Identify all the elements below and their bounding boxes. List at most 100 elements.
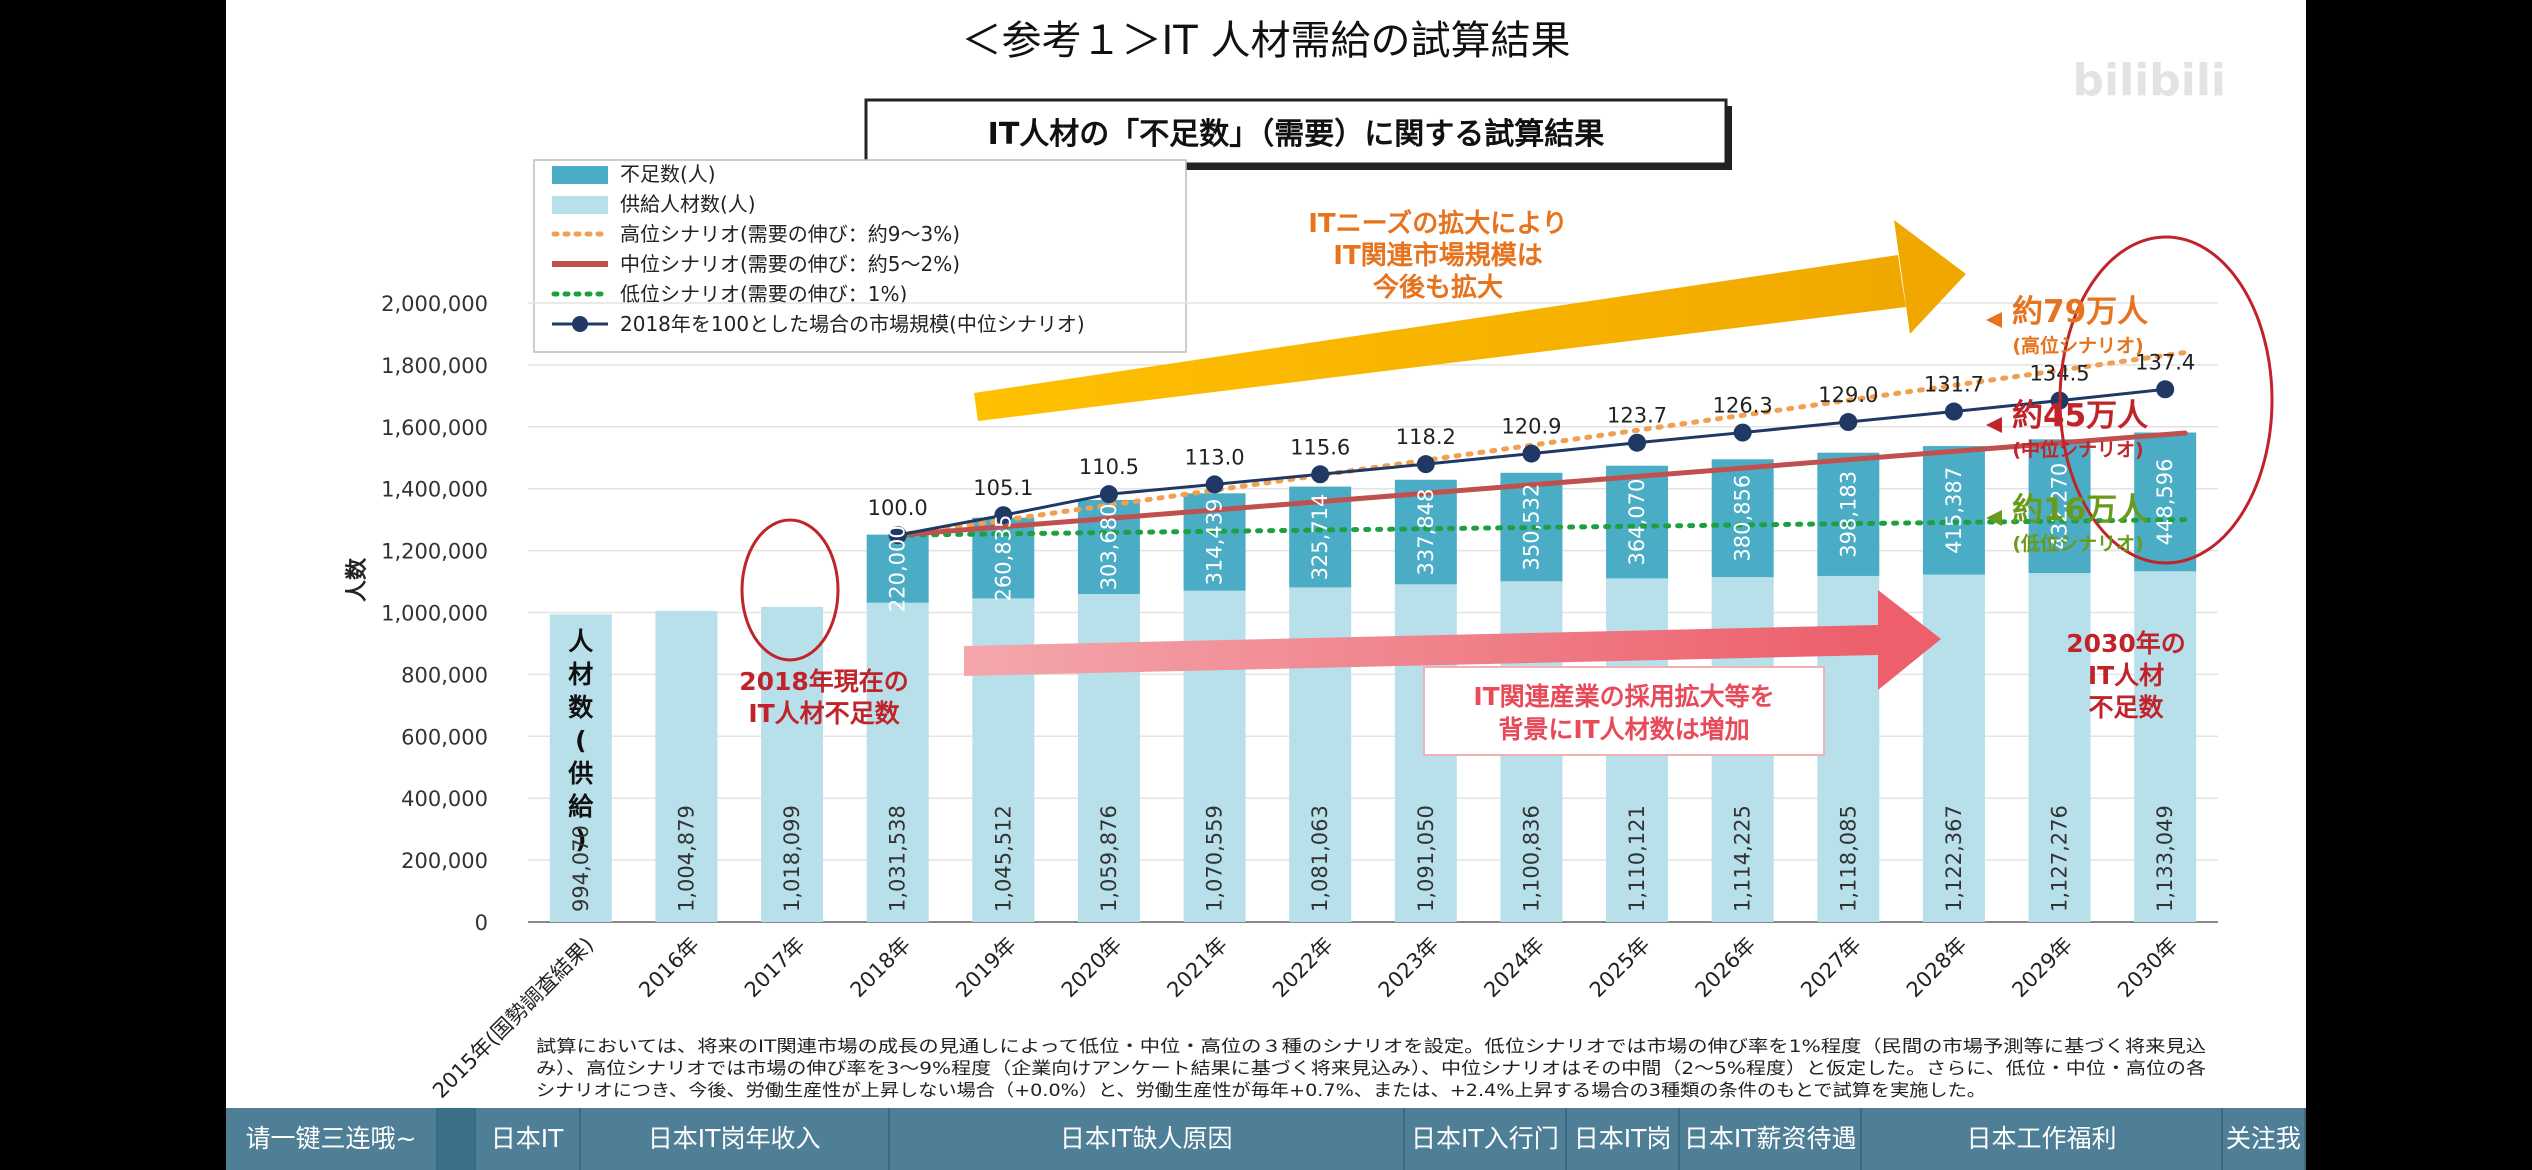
low-value: 約16万人 (2012, 492, 2148, 528)
shortage-bar (2028, 439, 2091, 574)
supply-value-label: 1,091,050 (1414, 805, 1438, 912)
supply-vertical-char: ) (575, 825, 586, 854)
footnote-line-1: 試算においては、将来のIT関連市場の成長の見通しによって低位・中位・高位の３種の… (536, 1037, 2206, 1057)
market-index-label: 105.1 (973, 476, 1033, 500)
shortage-bar (2134, 432, 2197, 572)
hiring-annotation: IT関連産業の採用拡大等を 背景にIT人材数は増加 (1423, 666, 1825, 756)
current-2018-line-1: 2018年現在の (739, 667, 909, 696)
x-tick-label: 2021年 (1162, 933, 1232, 1003)
low-pointer-icon (1986, 510, 2002, 526)
supply-vertical-char: ( (575, 726, 586, 755)
market-index-label: 129.0 (1818, 383, 1878, 407)
market-index-point (1416, 455, 1435, 474)
x-tick-label: 2028年 (1902, 933, 1972, 1003)
x-tick-label: 2020年 (1057, 933, 1127, 1003)
page-title: ＜参考１＞IT 人材需給の試算結果 (962, 18, 1571, 64)
supply-bar (2028, 573, 2091, 922)
bottom-tab[interactable]: 日本IT岗 (1567, 1108, 1681, 1170)
supply-value-label: 1,081,063 (1308, 805, 1332, 912)
legend-label: 供給人材数(人) (620, 192, 756, 216)
market-index-point (1733, 423, 1752, 442)
hiring-line-1: IT関連産業の採用拡大等を (1473, 682, 1774, 711)
bottom-tab[interactable]: 关注我 (2223, 1108, 2306, 1170)
y-tick-labels: 0 200,000 400,000 600,000 800,000 1,000,000 1,… (381, 292, 488, 935)
supply-bar (866, 602, 929, 922)
market-index-label: 137.4 (2135, 350, 2195, 374)
legend-swatch (552, 166, 608, 184)
needs-arrow (974, 220, 1966, 421)
shortage-value-label: 364,070 (1625, 479, 1649, 566)
market-index-label: 131.7 (1924, 373, 1984, 397)
bottom-tab[interactable]: 日本IT薪资待遇 (1680, 1108, 1863, 1170)
legend-marker (572, 316, 588, 332)
market-index-label: 126.3 (1713, 394, 1773, 418)
y-tick-label: 1,400,000 (381, 478, 488, 502)
market-index-point (1205, 475, 1224, 494)
supply-vertical-char: 数 (568, 693, 594, 722)
bottom-tab[interactable]: 日本IT (476, 1108, 581, 1170)
bottom-tab[interactable]: 日本IT入行门 (1405, 1108, 1568, 1170)
market-index-label: 120.9 (1501, 415, 1561, 439)
x-tick-label: 2027年 (1796, 933, 1866, 1003)
y-tick-label: 1,800,000 (381, 354, 488, 378)
y-tick-label: 800,000 (401, 663, 488, 687)
needs-line-3: 今後も拡大 (1373, 272, 1503, 303)
supply-value-label: 994,070 (569, 825, 593, 912)
shortage-value-label: 303,680 (1097, 504, 1121, 591)
box-title: IT人材の「不足数」（需要）に関する試算結果 (988, 117, 1605, 152)
bottom-tab[interactable]: 请一键三连哦~ (226, 1108, 438, 1170)
bottom-tab[interactable] (437, 1108, 476, 1170)
shortage-value-label: 260,835 (991, 515, 1015, 602)
market-index-label: 110.5 (1079, 455, 1139, 479)
y-tick-label: 1,600,000 (381, 416, 488, 440)
supply-vertical-char: 人 (568, 627, 593, 656)
market-index-label: 118.2 (1396, 425, 1456, 449)
market-index-label: 115.6 (1290, 435, 1350, 459)
shortage-value-label: 325,714 (1308, 494, 1332, 581)
shortage-bar (1922, 446, 1985, 575)
shortage-2030-line-3: 不足数 (2088, 693, 2164, 722)
market-index-point (1839, 413, 1858, 432)
supply-value-label: 1,133,049 (2153, 805, 2177, 912)
mid-scenario-line (895, 430, 2188, 538)
shortage-2030-circle (2058, 235, 2274, 565)
bottom-tab[interactable]: 日本IT岗年收入 (581, 1108, 890, 1170)
current-2018-circle (740, 518, 840, 662)
y-tick-label: 600,000 (401, 725, 488, 749)
x-tick-label: 2030年 (2113, 933, 2183, 1003)
low-scenario-line (895, 517, 2188, 538)
watermark: bilibili (2073, 55, 2226, 106)
chart: ＜参考１＞IT 人材需給の試算結果 bilibili IT人材の「不足数」（需要… (344, 18, 2274, 1103)
supply-bar (655, 610, 718, 922)
market-index-label: 100.0 (868, 496, 928, 520)
shortage-value-label: 337,848 (1414, 489, 1438, 576)
supply-vertical-label: 人材数 (供給) (567, 627, 594, 854)
needs-line-1: ITニーズの拡大により (1308, 208, 1568, 239)
supply-value-label: 1,059,876 (1097, 805, 1121, 912)
y-tick-label: 1,200,000 (381, 540, 488, 564)
bottom-tab-bar: 请一键三连哦~ 日本IT 日本IT岗年收入 日本IT缺人原因 日本IT入行门 日本IT岗日… (226, 1108, 2306, 1170)
x-tick-label: 2029年 (2007, 933, 2077, 1003)
high-scenario-line (895, 350, 2188, 538)
bar-value-labels: 994,070 1,004,879 1,018,099 1,031,538 1,045,… (569, 458, 2177, 912)
market-index-point (1311, 465, 1330, 484)
market-index-point (994, 506, 1013, 525)
shortage-bar (1817, 452, 1880, 576)
market-index-label: 113.0 (1185, 445, 1245, 469)
legend-label: 高位シナリオ(需要の伸び：約9〜3%) (620, 222, 960, 246)
bottom-tab[interactable]: 日本IT缺人原因 (890, 1108, 1405, 1170)
shortage-value-label: 314,439 (1203, 499, 1227, 586)
x-tick-label: 2025年 (1585, 933, 1655, 1003)
x-tick-label: 2018年 (846, 933, 916, 1003)
bottom-tab[interactable]: 日本工作福利 (1862, 1108, 2223, 1170)
supply-value-label: 1,122,367 (1942, 805, 1966, 912)
shortage-2030-line-1: 2030年の (2066, 629, 2186, 658)
market-index-point (1944, 402, 1963, 421)
supply-value-label: 1,031,538 (886, 805, 910, 912)
hiring-line-2: 背景にIT人材数は増加 (1498, 715, 1749, 744)
scenario-lines (895, 350, 2188, 538)
market-index-line: 100.0 105.1 110.5 113.0 115.6 118.2 120.9 123.7… (868, 350, 2195, 545)
supply-bar (1922, 574, 1985, 922)
x-tick-label: 2016年 (634, 933, 704, 1003)
shortage-bar (1711, 459, 1774, 578)
